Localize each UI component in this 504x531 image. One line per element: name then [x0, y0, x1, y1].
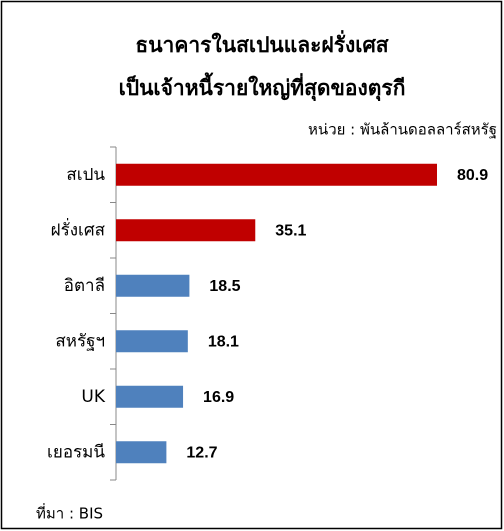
category-label: สเปน	[66, 165, 105, 185]
category-label: UK	[81, 387, 105, 407]
value-label: 35.1	[275, 222, 306, 239]
category-label: อิตาลี	[64, 276, 105, 296]
value-label: 12.7	[186, 444, 217, 461]
bar	[116, 330, 188, 353]
bar	[116, 163, 437, 186]
category-label: สหรัฐฯ	[55, 331, 105, 351]
value-label: 18.5	[209, 278, 240, 295]
source-note: ที่มา : BIS	[36, 503, 103, 523]
value-label: 80.9	[457, 167, 488, 184]
unit-label: หน่วย : พันล้านดอลลาร์สหรัฐ	[308, 121, 497, 139]
value-label: 18.1	[208, 333, 239, 350]
category-label: เยอรมนี	[47, 442, 105, 462]
category-label: ฝรั่งเศส	[51, 217, 106, 240]
chart-title: เป็นเจ้าหนี้รายใหญ่ที่สุดของตุรกี	[119, 72, 406, 102]
chart-title: ธนาคารในสเปนและฝรั่งเศส	[135, 29, 388, 57]
bar	[116, 219, 256, 242]
bar	[116, 274, 190, 297]
bar	[116, 441, 167, 464]
bar	[116, 385, 184, 408]
value-label: 16.9	[203, 389, 234, 406]
